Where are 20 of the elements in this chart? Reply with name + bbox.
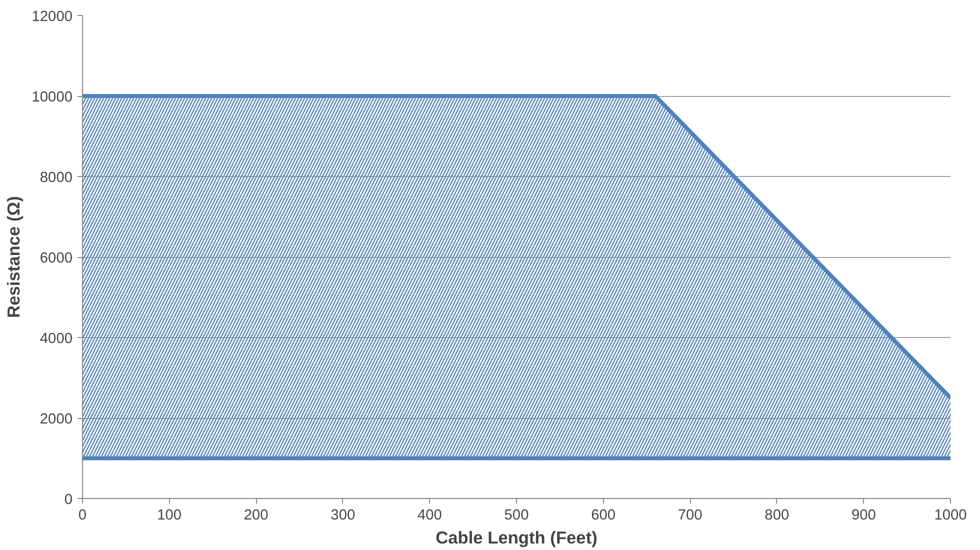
x-tick-label: 400 (417, 508, 442, 524)
y-tick-label: 8000 (40, 170, 73, 186)
x-tick-label: 100 (157, 508, 182, 524)
y-tick-label: 12000 (32, 9, 73, 25)
x-tick-label: 500 (504, 508, 529, 524)
x-tick-label: 1000 (934, 508, 967, 524)
y-tick-label: 4000 (40, 331, 73, 347)
x-tick-label: 300 (330, 508, 356, 524)
y-axis-title: Resistance (Ω) (4, 196, 24, 318)
x-axis-title: Cable Length (Feet) (436, 528, 598, 548)
y-tick-label: 10000 (32, 90, 73, 106)
y-tick-label: 6000 (40, 250, 73, 266)
x-tick-label: 800 (764, 508, 790, 524)
x-tick-label: 600 (591, 508, 616, 524)
x-tick-label: 700 (678, 508, 702, 524)
x-tick-label: 0 (78, 508, 87, 524)
x-tick-label: 200 (244, 508, 268, 524)
x-tick-label: 900 (851, 508, 876, 524)
y-tick-label: 0 (64, 492, 73, 508)
y-tick-label: 2000 (40, 412, 73, 428)
